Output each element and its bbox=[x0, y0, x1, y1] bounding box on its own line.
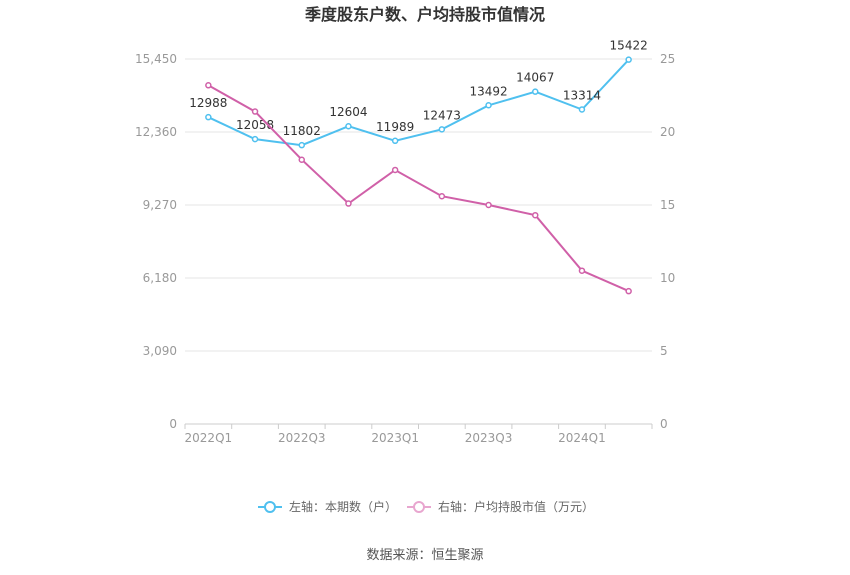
data-label: 13492 bbox=[469, 84, 507, 98]
data-point-series-1 bbox=[298, 141, 305, 149]
right-y-tick-label: 15 bbox=[660, 198, 675, 212]
legend-label-series-2: 右轴：户均持股市值（万元） bbox=[438, 499, 594, 514]
left-y-axis: 0 3,090 6,180 9,270 12,360 15,450 bbox=[135, 52, 177, 431]
source-note: 数据来源：恒生聚源 bbox=[366, 548, 483, 563]
data-point-series-1 bbox=[251, 135, 259, 143]
right-y-tick-label: 25 bbox=[660, 52, 675, 66]
data-label: 15422 bbox=[610, 39, 648, 53]
right-y-tick-label: 10 bbox=[660, 271, 675, 285]
x-tick-label: 2022Q1 bbox=[185, 431, 233, 445]
x-tick-label: 2024Q1 bbox=[558, 431, 606, 445]
series-line-1 bbox=[207, 59, 630, 147]
data-point-series-2 bbox=[205, 82, 212, 89]
left-y-tick-label: 12,360 bbox=[135, 125, 177, 139]
legend-marker-series-1 bbox=[264, 501, 276, 513]
left-y-tick-label: 0 bbox=[169, 417, 177, 431]
data-label: 12473 bbox=[423, 108, 461, 122]
legend-marker-series-2 bbox=[413, 501, 425, 513]
data-point-series-2 bbox=[625, 287, 632, 295]
data-point-series-2 bbox=[578, 267, 586, 274]
data-point-series-1 bbox=[578, 106, 586, 113]
left-y-tick-label: 15,450 bbox=[135, 52, 177, 66]
data-point-series-2 bbox=[485, 201, 492, 209]
right-y-tick-label: 5 bbox=[660, 344, 668, 358]
right-y-tick-label: 20 bbox=[660, 125, 675, 139]
data-point-series-2 bbox=[391, 166, 399, 174]
data-point-series-1 bbox=[532, 88, 539, 95]
legend-item-series-1[interactable]: 左轴：本期数（户） bbox=[258, 499, 397, 514]
grid-lines bbox=[185, 58, 652, 425]
data-point-series-1 bbox=[391, 137, 399, 145]
data-point-series-1 bbox=[485, 102, 492, 109]
right-y-tick-label: 0 bbox=[660, 417, 668, 431]
left-y-tick-label: 3,090 bbox=[143, 344, 177, 358]
legend: 左轴：本期数（户） 右轴：户均持股市值（万元） bbox=[258, 499, 594, 514]
data-label: 11989 bbox=[376, 120, 414, 134]
data-point-series-2 bbox=[532, 211, 539, 219]
legend-label-series-1: 左轴：本期数（户） bbox=[289, 499, 397, 514]
data-point-series-2 bbox=[345, 200, 352, 207]
data-label: 12988 bbox=[189, 96, 227, 110]
legend-item-series-2[interactable]: 右轴：户均持股市值（万元） bbox=[407, 499, 594, 514]
x-tick-label: 2023Q1 bbox=[371, 431, 419, 445]
chart-title: 季度股东户数、户均持股市值情况 bbox=[304, 5, 545, 24]
data-label: 14067 bbox=[516, 71, 554, 85]
x-tick-label: 2023Q3 bbox=[465, 431, 513, 445]
data-point-series-2 bbox=[251, 108, 259, 115]
x-axis: 2022Q1 2022Q3 2023Q1 2023Q3 2024Q1 bbox=[184, 424, 653, 445]
data-point-series-1 bbox=[625, 56, 632, 63]
data-point-series-1 bbox=[205, 113, 212, 121]
data-point-series-2 bbox=[298, 156, 305, 163]
data-label: 12604 bbox=[329, 105, 367, 119]
data-label: 11802 bbox=[283, 124, 321, 138]
series-line-2 bbox=[207, 84, 630, 293]
x-tick-label: 2022Q3 bbox=[278, 431, 326, 445]
left-y-tick-label: 9,270 bbox=[143, 198, 177, 212]
data-point-series-2 bbox=[438, 192, 446, 200]
data-point-series-1 bbox=[345, 122, 352, 130]
left-y-tick-label: 6,180 bbox=[143, 271, 177, 285]
right-y-axis: 0 5 10 15 20 25 bbox=[660, 52, 675, 431]
data-label: 13314 bbox=[563, 88, 601, 102]
data-point-series-1 bbox=[438, 126, 446, 133]
